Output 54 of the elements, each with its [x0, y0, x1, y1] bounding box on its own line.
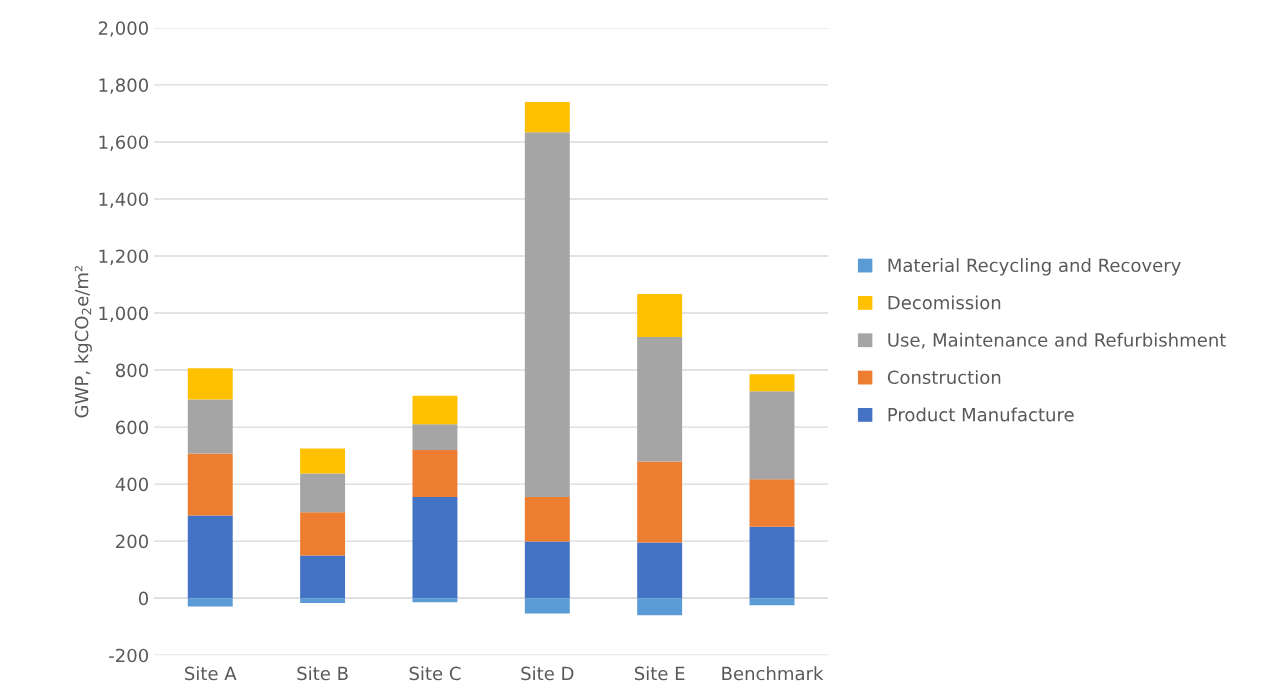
y-tick-label: 600	[116, 420, 149, 435]
bar	[412, 449, 458, 497]
y-tick-label: -200	[109, 648, 149, 663]
bar	[187, 368, 233, 400]
bar	[749, 526, 795, 599]
bar	[187, 399, 233, 454]
bar	[749, 391, 795, 480]
bar	[300, 473, 346, 513]
bar	[749, 598, 795, 606]
y-tick-label: 0	[138, 591, 149, 606]
y-tick-label: 2,000	[98, 21, 149, 37]
bar	[412, 598, 458, 603]
y-tick-label: 1,800	[99, 78, 149, 94]
x-tick-label: Site E	[634, 666, 685, 681]
bar	[524, 496, 570, 542]
bar	[637, 461, 683, 543]
bar	[300, 598, 346, 603]
legend-label: Construction	[887, 370, 1001, 385]
bar	[637, 598, 683, 616]
x-tick-label: Site B	[297, 666, 348, 681]
bar	[637, 293, 683, 337]
bar	[187, 598, 233, 607]
x-tick-label: Benchmark	[722, 666, 824, 681]
bar	[749, 479, 795, 527]
y-tick-label: 1,000	[99, 306, 149, 322]
bar	[300, 555, 346, 599]
y-tick-label: 1,200	[99, 249, 149, 265]
y-tick-label: 400	[115, 477, 149, 492]
bar	[412, 496, 458, 599]
y-tick-label: 800	[115, 363, 149, 378]
legend-label: Product Manufacture	[888, 407, 1074, 422]
bar	[300, 448, 346, 474]
bar	[524, 541, 570, 599]
y-tick-label: 200	[116, 534, 149, 549]
x-tick-label: Site C	[409, 666, 461, 681]
bar	[749, 374, 795, 392]
bar	[524, 132, 570, 497]
legend-label: Use, Maintenance and Refurbishment	[888, 332, 1226, 349]
x-tick-label: Site D	[521, 666, 574, 681]
bar	[187, 515, 233, 599]
x-tick-label: Site A	[185, 666, 237, 681]
bar	[524, 102, 570, 133]
bar	[300, 512, 346, 556]
y-tick-label: 1,400	[99, 192, 149, 208]
bar	[187, 453, 233, 516]
bar	[412, 424, 458, 450]
bar	[524, 598, 570, 614]
y-axis-title: GWP, kgCO$_{2}$e/m²	[74, 265, 92, 418]
legend-label: Material Recycling and Recovery	[888, 258, 1181, 276]
bar	[412, 395, 458, 425]
bar	[637, 336, 683, 462]
legend-label: Decomission	[888, 295, 1001, 310]
y-tick-label: 1,600	[99, 135, 149, 151]
bar	[637, 542, 683, 599]
